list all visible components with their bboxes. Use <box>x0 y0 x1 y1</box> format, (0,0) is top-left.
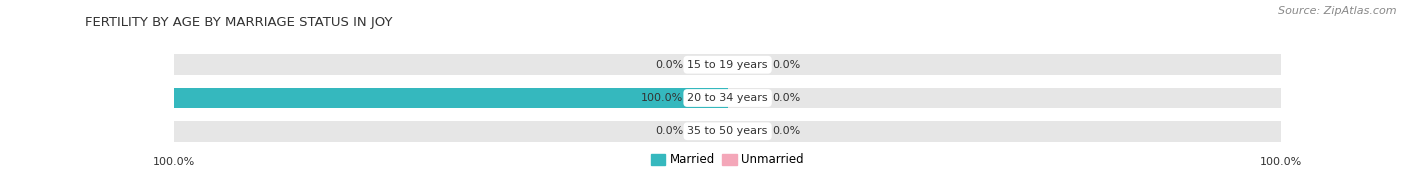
Bar <box>728 121 1281 142</box>
Bar <box>728 91 763 105</box>
Text: 20 to 34 years: 20 to 34 years <box>688 93 768 103</box>
Bar <box>728 57 763 72</box>
Text: Source: ZipAtlas.com: Source: ZipAtlas.com <box>1278 6 1396 16</box>
Bar <box>692 57 728 72</box>
Bar <box>728 124 763 139</box>
Bar <box>174 54 728 75</box>
Bar <box>174 121 728 142</box>
Text: 0.0%: 0.0% <box>655 60 683 70</box>
Bar <box>174 88 728 108</box>
Text: 0.0%: 0.0% <box>772 93 800 103</box>
Bar <box>692 124 728 139</box>
Text: 0.0%: 0.0% <box>655 126 683 136</box>
Text: FERTILITY BY AGE BY MARRIAGE STATUS IN JOY: FERTILITY BY AGE BY MARRIAGE STATUS IN J… <box>84 16 392 29</box>
Text: 100.0%: 100.0% <box>641 93 683 103</box>
Legend: Married, Unmarried: Married, Unmarried <box>647 149 808 171</box>
Bar <box>174 88 728 108</box>
Text: 15 to 19 years: 15 to 19 years <box>688 60 768 70</box>
Bar <box>728 88 1281 108</box>
Bar <box>728 54 1281 75</box>
Bar <box>692 91 728 105</box>
Text: 35 to 50 years: 35 to 50 years <box>688 126 768 136</box>
Text: 0.0%: 0.0% <box>772 60 800 70</box>
Text: 0.0%: 0.0% <box>772 126 800 136</box>
